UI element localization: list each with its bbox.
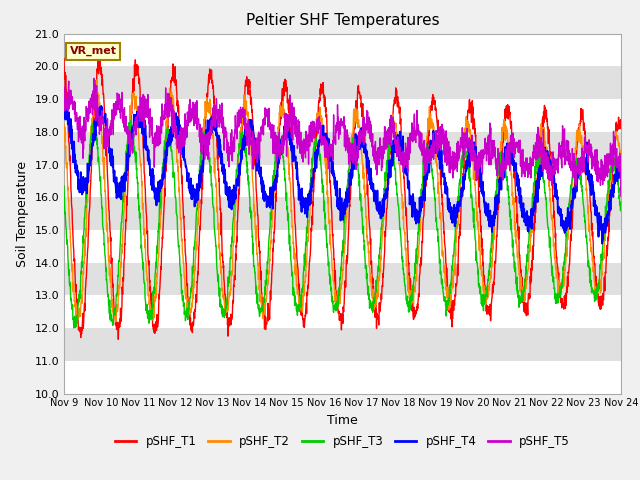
pSHF_T5	[601, 169, 609, 175]
pSHF_T5	[90, 75, 98, 81]
pSHF_T3	[89, 123, 97, 129]
pSHF_T4	[499, 173, 506, 179]
Line: pSHF_T2: pSHF_T2	[64, 80, 621, 322]
Title: Peltier SHF Temperatures: Peltier SHF Temperatures	[246, 13, 439, 28]
pSHF_T2	[332, 288, 339, 294]
Line: pSHF_T4: pSHF_T4	[64, 105, 621, 243]
pSHF_T4	[61, 102, 68, 108]
pSHF_T3	[602, 218, 609, 224]
X-axis label: Time: Time	[327, 414, 358, 427]
Bar	[64, 132, 621, 165]
pSHF_T4	[602, 230, 609, 236]
Bar	[64, 165, 621, 197]
pSHF_T4	[60, 106, 68, 111]
pSHF_T3	[499, 155, 507, 161]
Bar	[64, 263, 621, 295]
pSHF_T1	[88, 139, 96, 145]
pSHF_T3	[127, 118, 135, 123]
pSHF_T2	[601, 234, 609, 240]
Bar	[64, 197, 621, 230]
pSHF_T5	[617, 193, 625, 199]
pSHF_T5	[601, 153, 609, 158]
pSHF_T5	[499, 150, 506, 156]
pSHF_T1	[95, 53, 103, 59]
pSHF_T3	[617, 206, 625, 212]
pSHF_T3	[317, 155, 324, 161]
pSHF_T1	[499, 132, 507, 138]
pSHF_T3	[332, 301, 339, 307]
pSHF_T1	[60, 56, 68, 61]
Bar	[64, 230, 621, 263]
pSHF_T4	[89, 143, 97, 149]
Bar	[64, 328, 621, 361]
pSHF_T2	[60, 122, 68, 128]
pSHF_T5	[88, 111, 96, 117]
pSHF_T1	[115, 336, 122, 342]
pSHF_T1	[332, 268, 339, 274]
Bar	[64, 361, 621, 394]
pSHF_T2	[93, 77, 100, 83]
Text: VR_met: VR_met	[70, 46, 116, 57]
Bar	[64, 66, 621, 99]
Bar	[64, 295, 621, 328]
pSHF_T3	[601, 219, 609, 225]
pSHF_T4	[601, 216, 609, 221]
pSHF_T1	[601, 288, 609, 294]
pSHF_T4	[331, 175, 339, 180]
pSHF_T5	[316, 127, 324, 132]
pSHF_T5	[331, 135, 339, 141]
pSHF_T1	[617, 117, 625, 122]
Line: pSHF_T1: pSHF_T1	[64, 56, 621, 339]
pSHF_T3	[70, 325, 77, 331]
pSHF_T2	[112, 319, 120, 324]
pSHF_T5	[60, 103, 68, 109]
Legend: pSHF_T1, pSHF_T2, pSHF_T3, pSHF_T4, pSHF_T5: pSHF_T1, pSHF_T2, pSHF_T3, pSHF_T4, pSHF…	[110, 430, 575, 453]
pSHF_T1	[317, 92, 324, 97]
pSHF_T3	[60, 183, 68, 189]
Bar	[64, 99, 621, 132]
pSHF_T2	[499, 128, 507, 133]
pSHF_T4	[598, 240, 606, 246]
pSHF_T4	[617, 175, 625, 180]
Line: pSHF_T5: pSHF_T5	[64, 78, 621, 196]
pSHF_T2	[317, 117, 324, 122]
pSHF_T1	[602, 269, 609, 275]
Bar	[64, 34, 621, 66]
pSHF_T2	[88, 120, 96, 126]
pSHF_T2	[617, 154, 625, 159]
pSHF_T4	[316, 138, 324, 144]
Line: pSHF_T3: pSHF_T3	[64, 120, 621, 328]
Y-axis label: Soil Temperature: Soil Temperature	[16, 161, 29, 266]
pSHF_T2	[602, 238, 609, 243]
